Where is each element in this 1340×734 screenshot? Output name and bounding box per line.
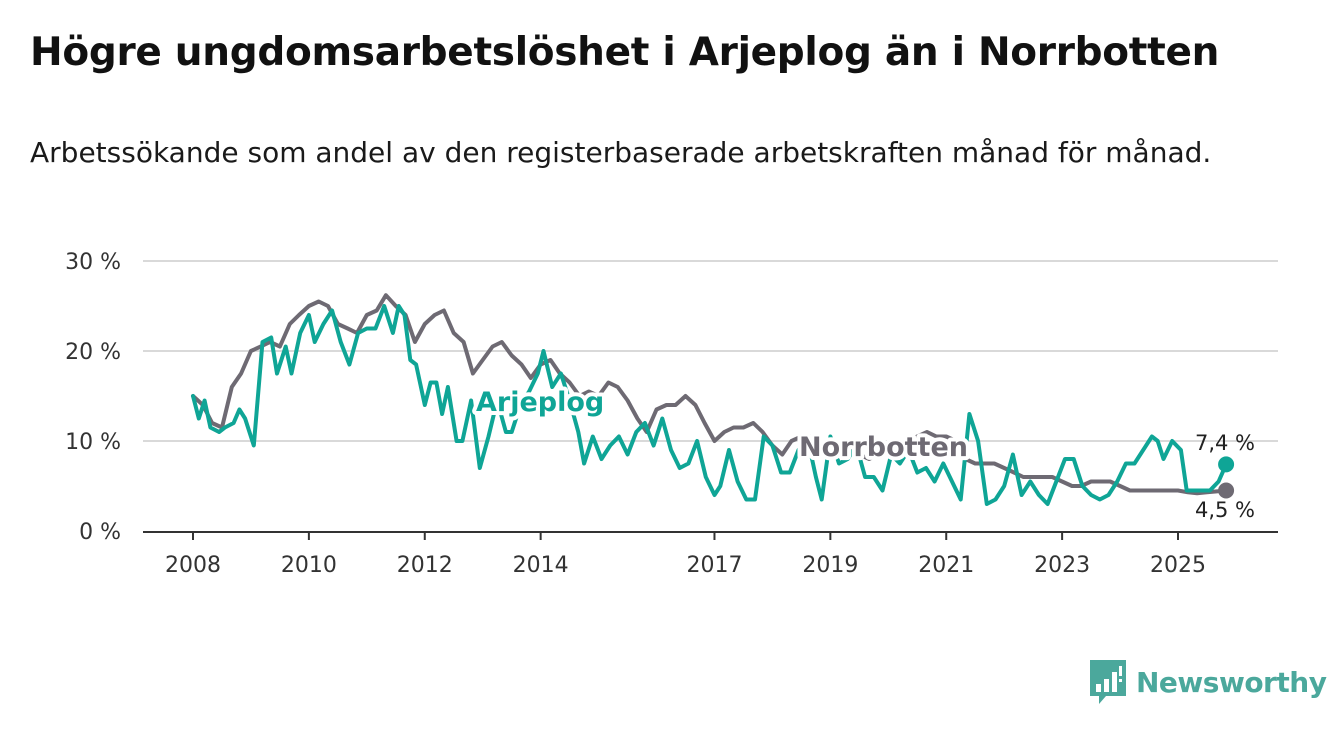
page-title: Högre ungdomsarbetslöshet i Arjeplog än … — [30, 30, 1220, 75]
x-tick-label: 2014 — [513, 553, 569, 578]
series-lines — [191, 293, 1235, 506]
end-value-label-arjeplog: 7,4 % — [1195, 431, 1255, 455]
end-value-label-norrbotten: 4,5 % — [1195, 498, 1255, 522]
x-tick-label: 2008 — [165, 553, 221, 578]
y-tick-label: 10 % — [65, 430, 121, 455]
y-tick-label: 30 % — [65, 250, 121, 275]
svg-text:Norrbotten: Norrbotten — [799, 432, 968, 463]
newsworthy-logo: Newsworthy — [1090, 660, 1327, 704]
y-tick-label: 0 % — [79, 520, 121, 545]
newsworthy-wordmark: Newsworthy — [1136, 665, 1327, 699]
svg-text:Norrbotten: Norrbotten — [799, 432, 968, 463]
svg-text:Arjeplog: Arjeplog — [476, 387, 604, 418]
series-line-norrbotten — [191, 293, 1229, 496]
end-point-arjeplog — [1218, 456, 1235, 473]
newsworthy-icon — [1090, 660, 1126, 704]
x-tick-label: 2012 — [397, 553, 453, 578]
gridlines — [143, 260, 1278, 442]
end-point-norrbotten — [1218, 482, 1235, 499]
x-tick-label: 2021 — [918, 553, 974, 578]
x-tick-label: 2023 — [1034, 553, 1090, 578]
x-tick-label: 2017 — [686, 553, 742, 578]
x-tick-label: 2025 — [1150, 553, 1206, 578]
chart-subtitle: Arbetssökande som andel av den registerb… — [30, 136, 1212, 169]
series-line-arjeplog — [191, 304, 1229, 506]
x-tick-label: 2019 — [802, 553, 858, 578]
y-tick-label: 20 % — [65, 340, 121, 365]
x-tick-label: 2010 — [281, 553, 337, 578]
svg-text:Arjeplog: Arjeplog — [476, 387, 604, 418]
y-axis: 0 % 10 % 20 % 30 % — [65, 250, 121, 545]
x-axis: 2008 2010 2012 2014 2017 2019 2021 2023 2025 — [143, 531, 1278, 578]
